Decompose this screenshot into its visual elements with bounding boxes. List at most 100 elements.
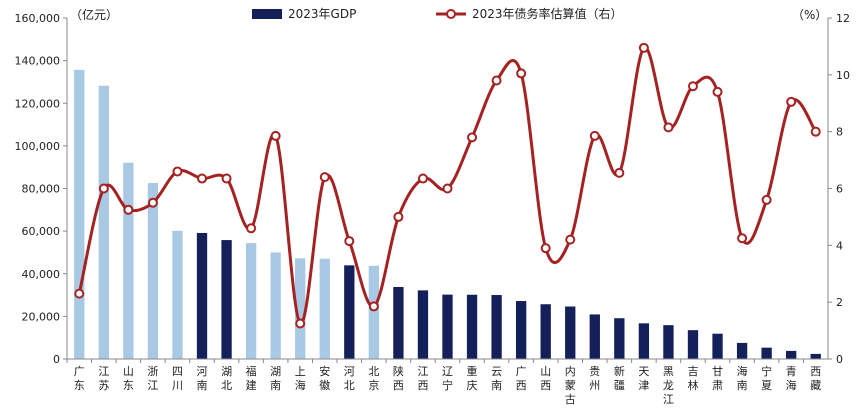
category-label: 云南 (491, 365, 502, 392)
left-tick-label: 60,000 (22, 225, 61, 238)
debt-rate-point (442, 183, 453, 194)
gdp-bar (393, 286, 404, 359)
right-tick-label: 12 (836, 12, 850, 25)
debt-rate-point (540, 243, 551, 254)
category-label: 新疆 (614, 364, 625, 392)
category-label: 宁夏 (761, 364, 772, 392)
gdp-bar (786, 350, 797, 359)
gdp-bar (245, 243, 257, 359)
right-tick-label: 8 (836, 126, 843, 139)
gdp-bar (270, 252, 281, 359)
right-axis-unit: （%） (792, 8, 827, 22)
left-tick-label: 140,000 (15, 55, 61, 68)
debt-rate-point (393, 211, 404, 222)
gdp-bar (172, 230, 183, 359)
debt-rate-point (270, 130, 281, 141)
bar-series (74, 69, 821, 359)
debt-rate-point (737, 233, 748, 244)
gdp-bar (736, 342, 748, 359)
debt-rate-point (172, 166, 183, 177)
debt-rate-point (589, 130, 600, 141)
category-label: 河南 (197, 365, 208, 392)
gdp-bar (368, 265, 380, 359)
category-label: 甘肃 (712, 365, 723, 392)
gdp-bar (442, 294, 453, 359)
gdp-bar (221, 240, 232, 359)
gdp-bar (565, 306, 576, 359)
gdp-bar (540, 304, 551, 359)
category-label: 广西 (516, 365, 527, 392)
gdp-bar (663, 325, 674, 359)
debt-rate-point (712, 86, 723, 97)
category-label: 湖北 (221, 365, 232, 392)
legend-bar-label: 2023年GDP (288, 7, 356, 21)
debt-rate-point (810, 126, 821, 137)
category-label: 贵州 (589, 365, 600, 392)
gdp-bar (74, 69, 85, 359)
category-label: 四川 (172, 365, 183, 392)
category-label: 天津 (638, 365, 649, 392)
debt-rate-point (295, 318, 306, 329)
gdp-bar (319, 258, 330, 359)
debt-rate-point (467, 132, 478, 143)
right-tick-label: 6 (836, 183, 843, 196)
category-label: 海南 (737, 364, 748, 392)
right-tick-label: 2 (836, 296, 843, 309)
right-axis: 0 2 4 6 8 10 12 (827, 12, 850, 366)
debt-rate-point (786, 96, 797, 107)
debt-rate-point (663, 122, 674, 133)
category-label: 浙江 (147, 365, 158, 392)
category-label: 内蒙古 (565, 364, 576, 406)
left-tick-label: 120,000 (15, 97, 61, 110)
debt-rate-point (98, 183, 109, 194)
debt-rate-point (565, 234, 576, 245)
debt-rate-point (319, 172, 330, 183)
legend-bar-swatch (252, 9, 282, 19)
debt-rate-point (147, 197, 158, 208)
category-label: 山西 (540, 365, 551, 392)
debt-rate-point (417, 173, 428, 184)
category-label: 江苏 (98, 365, 109, 392)
gdp-bar (589, 314, 600, 359)
debt-rate-point (221, 173, 232, 184)
gdp-bar (123, 162, 134, 359)
debt-rate-point (197, 173, 208, 184)
debt-rate-point (687, 81, 698, 92)
category-label: 河北 (344, 365, 355, 392)
gdp-bar (147, 183, 159, 359)
category-label: 山东 (123, 365, 134, 392)
gdp-bar (491, 295, 502, 359)
gdp-bar (196, 232, 208, 359)
gdp-bar (344, 265, 355, 359)
category-label: 西藏 (810, 365, 821, 392)
gdp-bar (638, 323, 650, 359)
category-label: 湖南 (270, 365, 281, 392)
category-label: 安徽 (319, 364, 330, 392)
debt-rate-point (638, 42, 649, 53)
left-axis-unit: （亿元） (70, 7, 118, 22)
category-label: 江西 (417, 365, 428, 392)
x-axis: 广东江苏山东浙江四川河南湖北福建湖南上海安徽河北北京陕西江西辽宁重庆云南广西山西… (66, 358, 828, 406)
legend-line-label: 2023年债务率估算值（右） (472, 6, 623, 21)
category-label: 陕西 (393, 364, 404, 392)
debt-rate-point (516, 68, 527, 79)
left-tick-label: 100,000 (15, 140, 61, 153)
debt-rate-point (74, 288, 85, 299)
right-tick-label: 10 (836, 69, 850, 82)
category-label: 广东 (74, 365, 85, 392)
category-label: 重庆 (467, 364, 478, 392)
debt-rate-point (491, 75, 502, 86)
gdp-bar (614, 318, 625, 359)
left-tick-label: 40,000 (22, 268, 61, 281)
left-tick-label: 20,000 (22, 310, 61, 323)
gdp-bar (761, 347, 772, 359)
gdp-bar (515, 301, 527, 359)
gdp-bar (295, 258, 306, 359)
gdp-bar (810, 353, 821, 359)
legend-line-marker (446, 9, 456, 19)
category-label: 黑龙江 (663, 365, 674, 406)
gdp-bar (98, 85, 109, 359)
category-label: 福建 (246, 364, 257, 392)
debt-rate-point (344, 236, 355, 247)
